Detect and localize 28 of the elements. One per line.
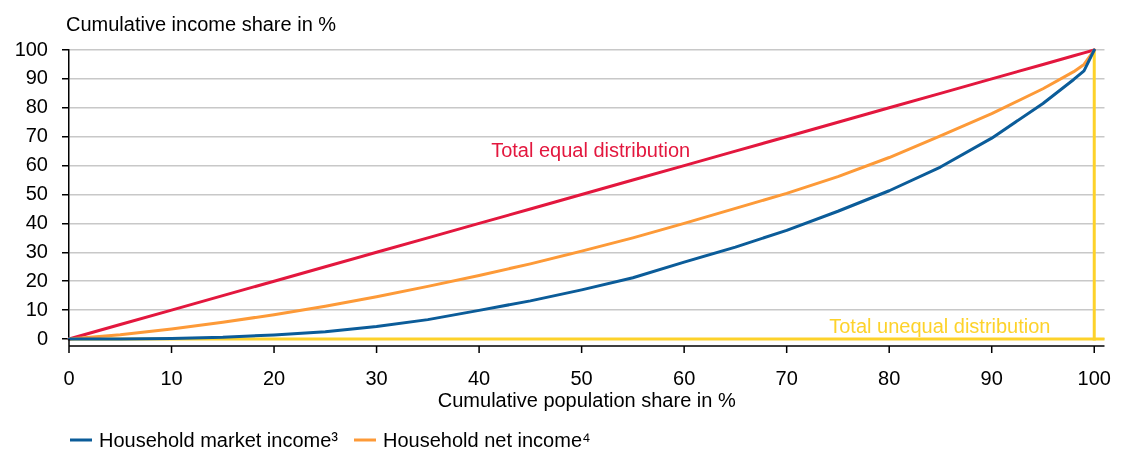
y-tick-label: 80 <box>25 95 48 118</box>
y-tick-label: 50 <box>25 182 48 205</box>
y-tick-label: 90 <box>25 66 48 89</box>
x-tick-label: 30 <box>365 366 388 389</box>
x-tick-label: 10 <box>160 366 183 389</box>
x-tick-label: 50 <box>570 366 593 389</box>
y-axis-title: Cumulative income share in % <box>66 12 337 35</box>
x-axis-title: Cumulative population share in % <box>437 388 736 411</box>
ref-line-label: Total unequal distribution <box>829 314 1051 337</box>
y-tick-label: 60 <box>25 153 48 176</box>
x-tick-label: 80 <box>878 366 901 389</box>
legend-label: Household market income³ <box>99 428 339 451</box>
x-tick-label: 0 <box>63 366 75 389</box>
y-tick-label: 10 <box>25 297 48 320</box>
y-tick-label: 20 <box>25 268 48 291</box>
y-tick-label: 70 <box>25 124 48 147</box>
annotation: Total equal distribution <box>491 139 691 162</box>
x-tick-label: 90 <box>980 366 1003 389</box>
y-tick-label: 100 <box>14 37 48 60</box>
x-tick-label: 100 <box>1077 366 1111 389</box>
x-tick-label: 60 <box>673 366 696 389</box>
y-tick-label: 40 <box>25 210 48 233</box>
x-tick-label: 20 <box>262 366 286 389</box>
x-tick-label: 40 <box>467 366 491 389</box>
y-tick-label: 30 <box>25 239 48 262</box>
x-tick-label: 70 <box>775 366 798 389</box>
legend-label: Household net income⁴ <box>382 428 591 451</box>
y-tick-label: 0 <box>36 326 48 349</box>
